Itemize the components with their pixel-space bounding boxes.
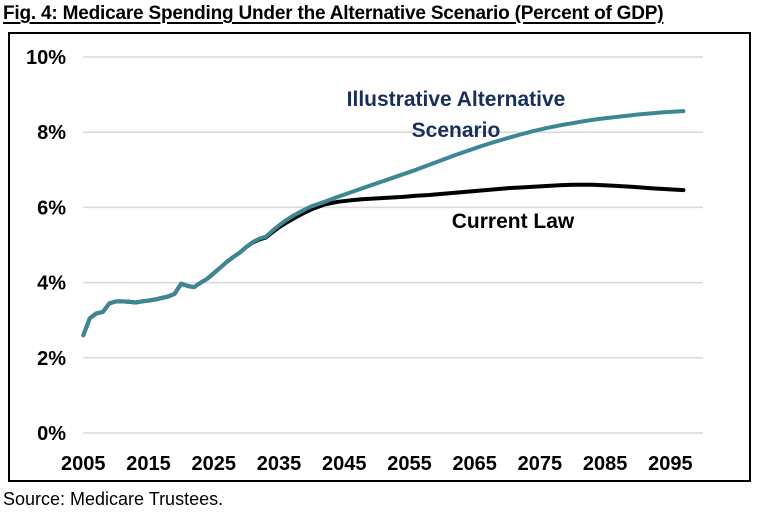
annotation-alternative-line2: Scenario — [411, 119, 501, 142]
annotation-current-law: Current Law — [451, 210, 575, 233]
annotation-alternative-scenario: Illustrative Alternative Scenario — [336, 84, 576, 146]
annotation-alternative-line1: Illustrative Alternative — [346, 88, 566, 111]
source-note: Source: Medicare Trustees. — [3, 489, 224, 509]
figure-title: Fig. 4: Medicare Spending Under the Alte… — [3, 3, 664, 24]
